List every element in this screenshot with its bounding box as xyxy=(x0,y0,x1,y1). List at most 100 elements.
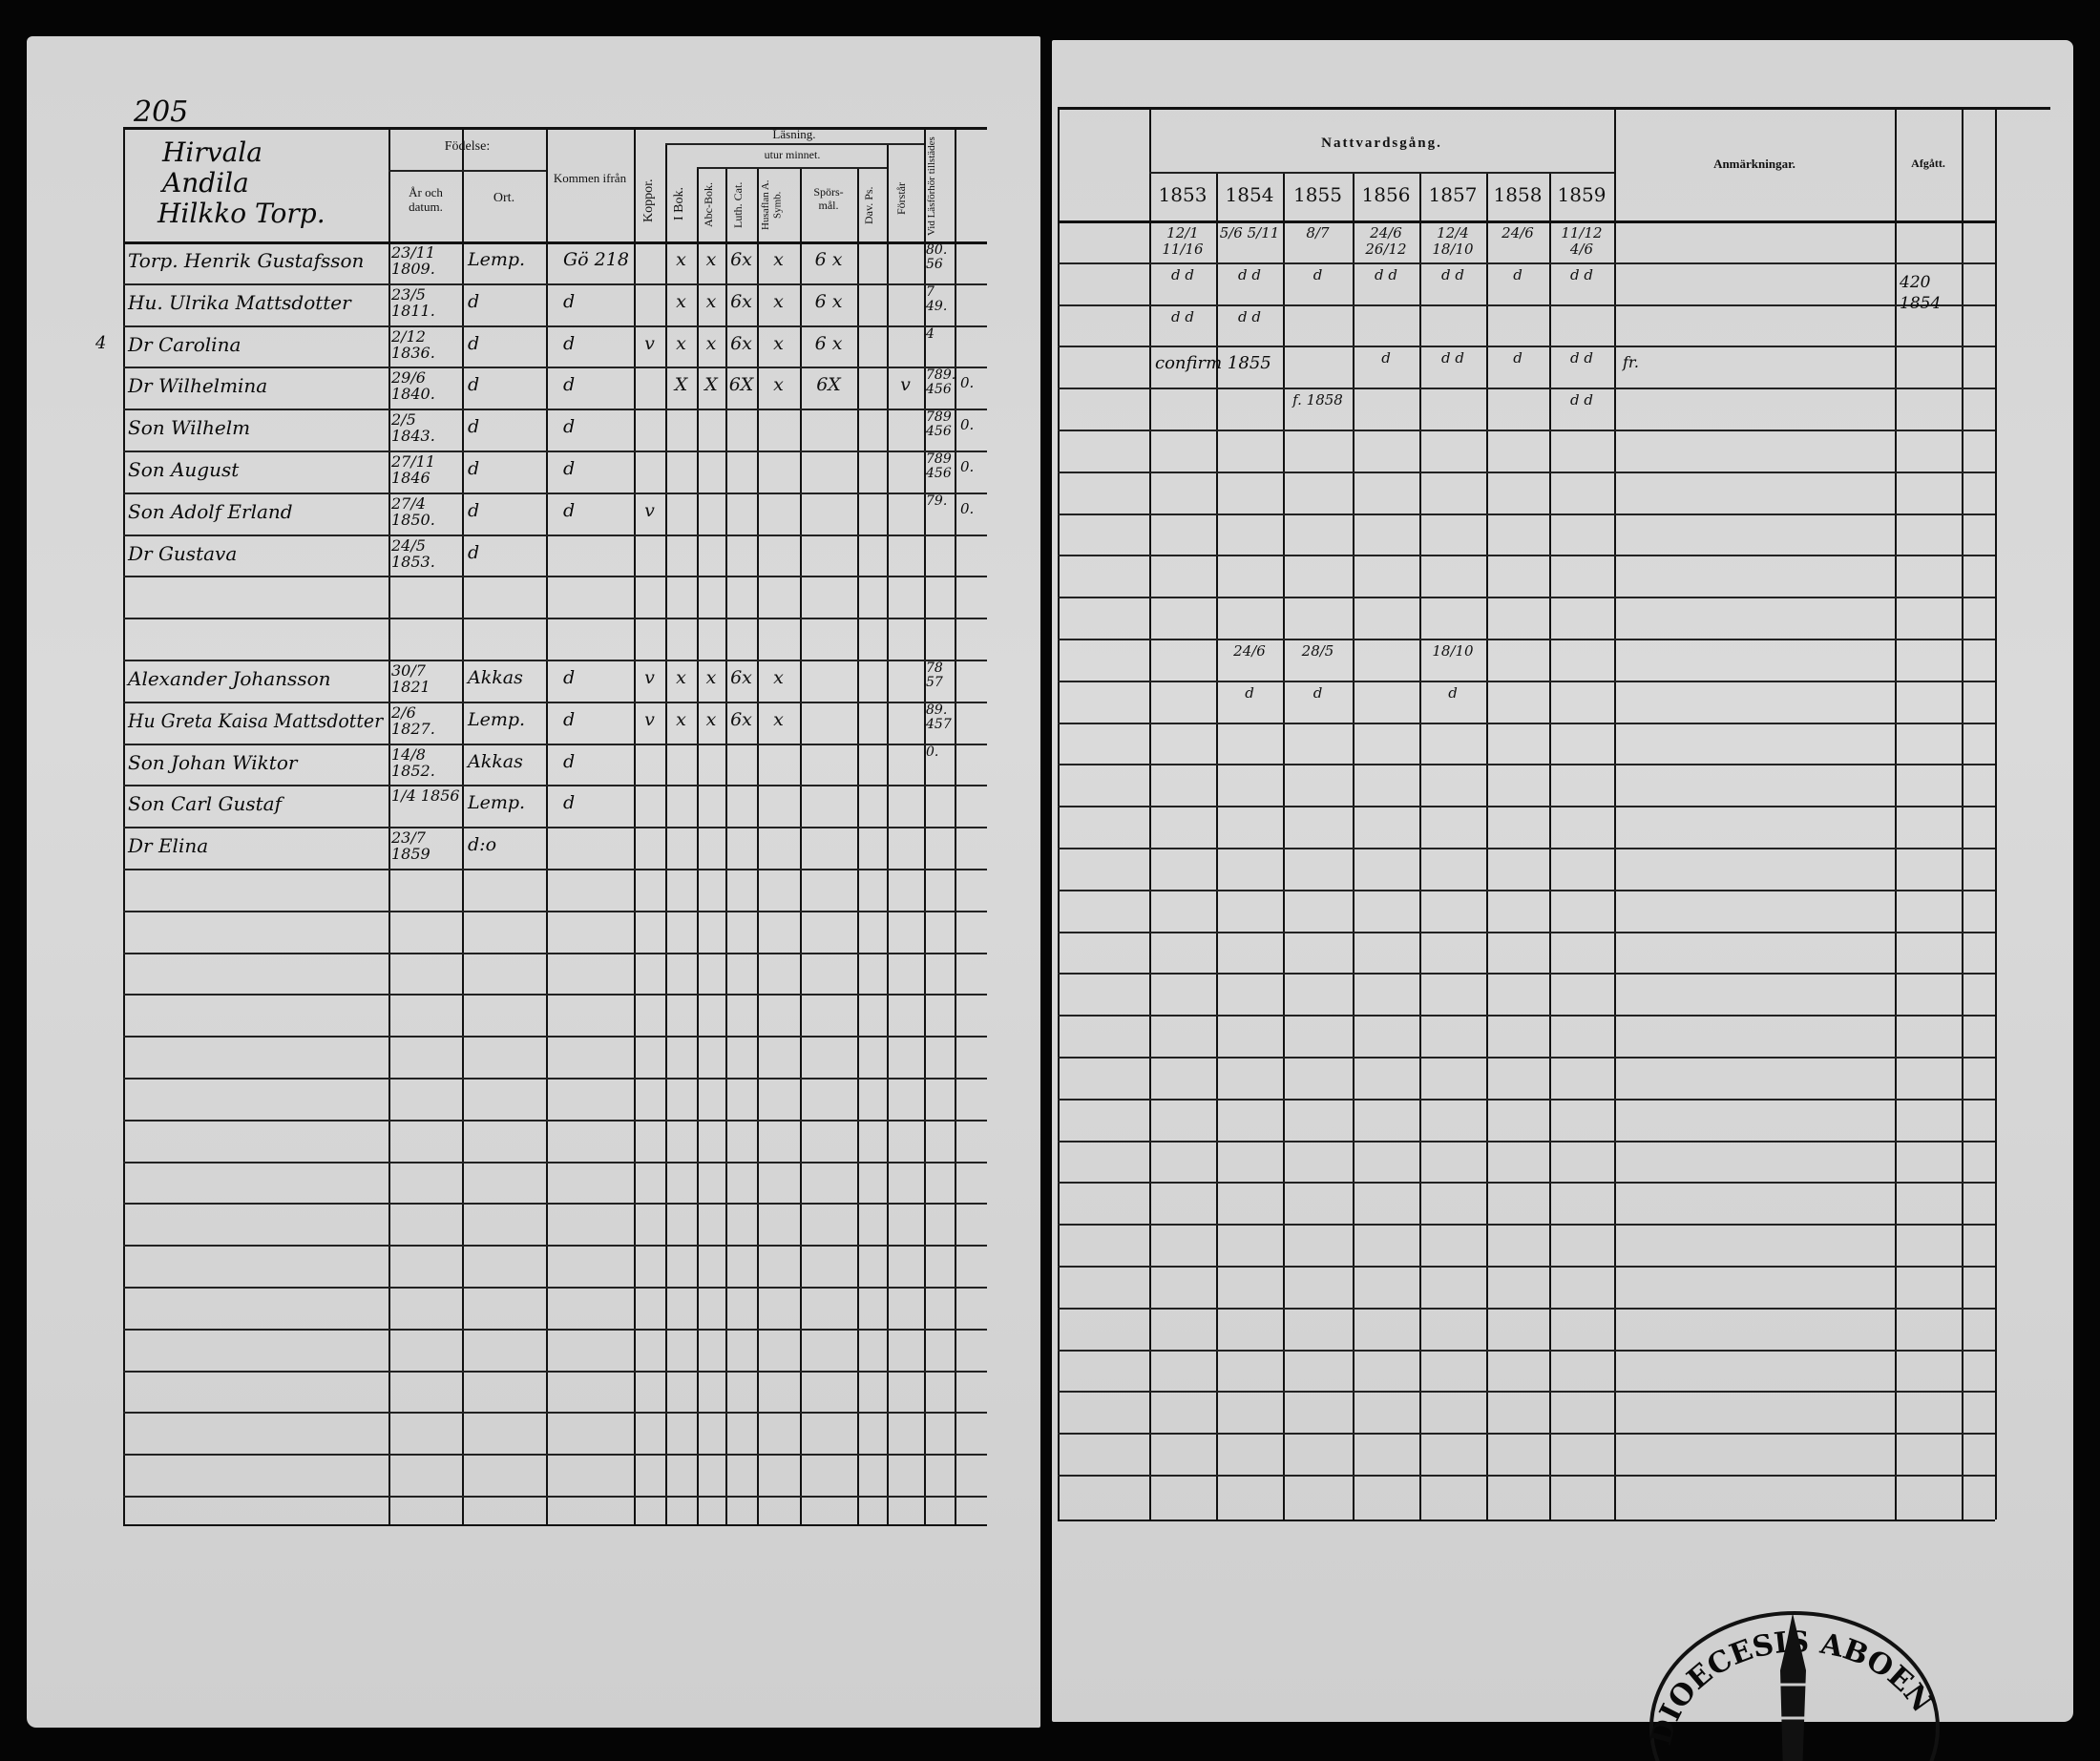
examination-record: 7 49. xyxy=(926,284,948,315)
reading-mark: x xyxy=(705,333,717,354)
row-rule xyxy=(123,702,987,703)
reading-mark: x xyxy=(773,709,784,730)
place-line-2: Andila xyxy=(162,167,249,199)
row-rule xyxy=(1058,639,1995,640)
birth-date: 14/8 1852. xyxy=(391,745,435,780)
came-from: d xyxy=(563,374,576,395)
row-rule xyxy=(1058,555,1995,556)
birth-date: 23/11 1809. xyxy=(391,243,436,278)
communion-entry: d xyxy=(1513,266,1522,283)
person-name: Dr Carolina xyxy=(128,333,242,356)
row-rule xyxy=(1058,1182,1995,1184)
row-rule xyxy=(123,953,987,954)
row-rule xyxy=(1058,723,1995,724)
year-1856: 1856 xyxy=(1361,183,1411,206)
came-from: d xyxy=(563,792,576,813)
communion-entry: d d xyxy=(1441,266,1464,283)
person-name: Son Carl Gustaf xyxy=(128,792,283,815)
row-rule xyxy=(1058,890,1995,891)
remark: fr. xyxy=(1623,353,1639,371)
examination-extra: 0. xyxy=(960,458,975,475)
row-rule xyxy=(1058,262,1995,264)
row-rule xyxy=(1058,973,1995,975)
column-rule xyxy=(1216,172,1218,1520)
communion-entry: d d xyxy=(1570,391,1593,409)
communion-entry: 5/6 5/11 xyxy=(1219,224,1280,241)
row-rule xyxy=(123,1371,987,1373)
birth-place: Lemp. xyxy=(468,792,526,813)
birth-place: d xyxy=(468,542,480,563)
row-rule xyxy=(123,911,987,912)
birth-place: d:o xyxy=(468,834,497,855)
birth-date: 30/7 1821 xyxy=(391,661,430,696)
communion-entry: d xyxy=(1245,684,1254,702)
row-rule xyxy=(123,1120,987,1122)
place-line-3: Hilkko Torp. xyxy=(158,198,326,229)
communion-entry: d xyxy=(1513,349,1522,367)
column-rule xyxy=(1353,172,1354,1520)
reading-mark: v xyxy=(644,500,655,521)
table-bottom-rule xyxy=(1058,1520,1995,1521)
person-name: Alexander Johansson xyxy=(128,667,331,690)
birth-place: d xyxy=(468,458,480,479)
column-rule xyxy=(1895,107,1897,1520)
lasning-rule xyxy=(665,143,924,145)
column-rule xyxy=(546,127,548,1524)
birth-date: 2/12 1836. xyxy=(391,327,435,362)
row-rule xyxy=(1058,1266,1995,1268)
examination-record: 4 xyxy=(926,326,934,342)
reading-mark: 6x xyxy=(730,667,752,688)
margin-note: 4 xyxy=(95,333,107,353)
birth-date: 27/4 1850. xyxy=(391,494,435,529)
column-rule xyxy=(1058,107,1060,1520)
fodelse-rule xyxy=(388,170,546,172)
birth-place: Akkas xyxy=(468,751,523,772)
communion-entry: d d xyxy=(1375,266,1397,283)
examination-record: 789. 456 xyxy=(926,367,956,398)
column-rule xyxy=(887,143,889,1524)
header-bottom-rule xyxy=(123,241,987,244)
header-top-rule xyxy=(1058,107,2050,110)
reading-mark: v xyxy=(644,667,655,688)
reading-mark: 6 x xyxy=(814,249,843,270)
row-rule xyxy=(1058,681,1995,682)
row-rule xyxy=(123,869,987,870)
row-rule xyxy=(1058,806,1995,807)
communion-entry: d d xyxy=(1570,266,1593,283)
row-rule xyxy=(1058,430,1995,431)
column-rule xyxy=(1614,107,1616,1520)
column-rule xyxy=(955,127,956,1524)
header-top-rule xyxy=(123,127,987,130)
reading-mark: 6x xyxy=(730,709,752,730)
reading-mark: x xyxy=(676,667,686,688)
birth-place: d xyxy=(468,500,480,521)
row-rule xyxy=(1058,514,1995,515)
reading-mark: X xyxy=(704,374,718,395)
header-forstar: Förstår xyxy=(894,182,908,215)
birth-date: 24/5 1853. xyxy=(391,536,435,571)
reading-mark: v xyxy=(900,374,911,395)
row-rule xyxy=(1058,1350,1995,1352)
came-from: d xyxy=(563,333,576,354)
column-rule xyxy=(123,127,125,1524)
communion-entry: d xyxy=(1448,684,1458,702)
reading-mark: x xyxy=(773,667,784,688)
reading-mark: x xyxy=(705,249,717,270)
person-name: Dr Gustava xyxy=(128,542,238,565)
birth-place: d xyxy=(468,374,480,395)
person-name: Son Adolf Erland xyxy=(128,500,293,523)
stamp-text: DIOECESIS ABOENSIS xyxy=(1623,1527,1939,1749)
communion-entry: d d xyxy=(1570,349,1593,367)
came-from: Gö 218 xyxy=(563,249,629,270)
row-rule xyxy=(123,1329,987,1331)
header-kommen: Kommen ifrån xyxy=(553,171,627,185)
header-anmarkningar: Anmärkningar. xyxy=(1713,157,1796,171)
year-1854: 1854 xyxy=(1225,183,1274,206)
row-rule xyxy=(123,1036,987,1038)
row-rule xyxy=(1058,304,1995,306)
person-name: Dr Elina xyxy=(128,834,209,857)
reading-mark: x xyxy=(773,291,784,312)
row-rule xyxy=(123,451,987,452)
row-rule xyxy=(123,660,987,661)
